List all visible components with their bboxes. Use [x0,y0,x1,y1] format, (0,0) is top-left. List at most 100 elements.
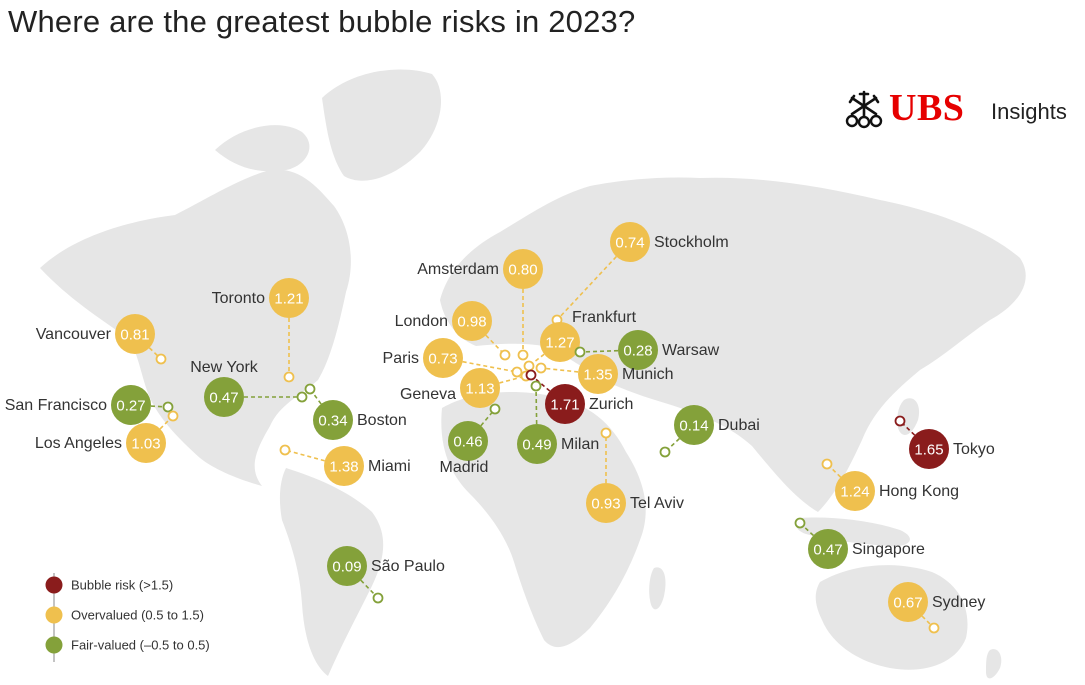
score-bubble [835,471,875,511]
city-name: Zurich [589,396,633,413]
score-value: 1.38 [329,459,358,476]
score-bubble [313,400,353,440]
score-bubble [618,330,658,370]
city-location-dot [283,371,295,383]
city-location-dot [894,415,906,427]
city-marker-munich[interactable]: 1.35 Munich [535,354,674,394]
score-value: 0.80 [508,262,537,279]
city-marker-sao-paulo[interactable]: 0.09 São Paulo [327,546,445,604]
city-location-dot [296,391,308,403]
connector-geneva [499,376,522,384]
score-bubble [517,424,557,464]
city-name: Toronto [212,290,265,307]
city-marker-san-francisco[interactable]: 0.27 San Francisco [5,385,174,425]
score-bubble [909,429,949,469]
landmass-eurasia [440,177,1026,512]
city-marker-amsterdam[interactable]: 0.80 Amsterdam [417,249,543,361]
city-name: New York [190,359,259,376]
city-marker-warsaw[interactable]: 0.28 Warsaw [574,330,720,370]
score-bubble [269,278,309,318]
score-bubble [448,421,488,461]
city-markers: 0.81 Vancouver 1.21 Toronto 0.27 San Francisc… [5,222,995,634]
score-value: 0.28 [623,343,652,360]
score-value: 0.47 [209,390,238,407]
score-bubble [888,582,928,622]
city-location-dot [372,592,384,604]
city-name: Boston [357,412,407,429]
city-marker-geneva[interactable]: 1.13 Geneva [400,368,532,408]
city-marker-singapore[interactable]: 0.47 Singapore [794,517,926,570]
city-marker-stockholm[interactable]: 0.74 Stockholm [551,222,729,326]
score-value: 0.67 [893,595,922,612]
score-bubble [460,368,500,408]
city-name: San Francisco [5,397,107,414]
connector-dubai [667,438,680,450]
city-marker-new-york[interactable]: 0.47 New York [190,359,308,417]
connector-madrid [480,411,493,427]
city-marker-hong-kong[interactable]: 1.24 Hong Kong [821,458,960,512]
connector-milan [535,390,538,425]
city-marker-paris[interactable]: 0.73 Paris [383,338,523,378]
city-marker-frankfurt[interactable]: 1.27 Frankfurt [523,309,637,372]
ubs-insights-logo[interactable]: UBS Insights [843,86,1078,134]
city-marker-vancouver[interactable]: 0.81 Vancouver [36,314,167,365]
brand-name: UBS [889,87,965,129]
score-value: 0.74 [615,235,644,252]
city-name: London [395,313,448,330]
city-location-dot [821,458,833,470]
score-value: 0.98 [457,314,486,331]
city-name: Warsaw [662,342,720,359]
score-value: 1.27 [545,335,574,352]
connector-miami [289,450,325,462]
score-value: 0.73 [428,351,457,368]
map-legend: Bubble risk (>1.5) Overvalued (0.5 to 1.5… [45,573,210,662]
city-marker-miami[interactable]: 1.38 Miami [279,444,411,487]
score-bubble [126,423,166,463]
city-marker-zurich[interactable]: 1.71 Zurich [525,369,634,425]
score-bubble [452,301,492,341]
city-marker-tel-aviv[interactable]: 0.93 Tel Aviv [586,427,684,524]
connector-sao-paulo [360,579,376,596]
city-name: Vancouver [36,326,112,343]
city-marker-sydney[interactable]: 0.67 Sydney [888,582,985,634]
city-location-dot [162,401,174,413]
score-value: 1.13 [465,381,494,398]
city-location-dot [600,427,612,439]
connector-singapore [802,525,814,536]
city-location-dot [167,410,179,422]
city-marker-tokyo[interactable]: 1.65 Tokyo [894,415,995,470]
score-value: 1.24 [840,484,869,501]
city-name: São Paulo [371,558,445,575]
city-marker-toronto[interactable]: 1.21 Toronto [212,278,309,383]
connector-frankfurt [532,353,545,364]
landmass-australia [815,565,968,670]
score-bubble [545,384,585,424]
city-name: Miami [368,458,411,475]
landmass-greenland [322,69,442,181]
score-value: 0.34 [318,413,347,430]
score-bubble [503,249,543,289]
score-bubble [610,222,650,262]
landmass-arctic-canada [215,125,310,172]
score-bubble [204,377,244,417]
connector-london [485,334,503,353]
score-value: 1.65 [914,442,943,459]
city-marker-london[interactable]: 0.98 London [395,301,511,361]
score-value: 0.93 [591,496,620,513]
score-bubble [423,338,463,378]
city-marker-boston[interactable]: 0.34 Boston [304,383,407,441]
ubs-keys-icon [845,90,883,129]
city-name: Munich [622,366,674,383]
legend-label: Fair-valued (–0.5 to 0.5) [71,638,210,653]
connector-zurich [533,377,551,392]
city-name: Los Angeles [35,435,122,452]
score-value: 1.71 [550,397,579,414]
city-marker-los-angeles[interactable]: 1.03 Los Angeles [35,410,179,464]
landmass-north-america [40,169,351,486]
city-marker-milan[interactable]: 0.49 Milan [517,380,599,465]
city-marker-madrid[interactable]: 0.46 Madrid [440,403,501,477]
city-name: Amsterdam [417,261,499,278]
city-marker-dubai[interactable]: 0.14 Dubai [659,405,760,458]
score-bubble [324,446,364,486]
